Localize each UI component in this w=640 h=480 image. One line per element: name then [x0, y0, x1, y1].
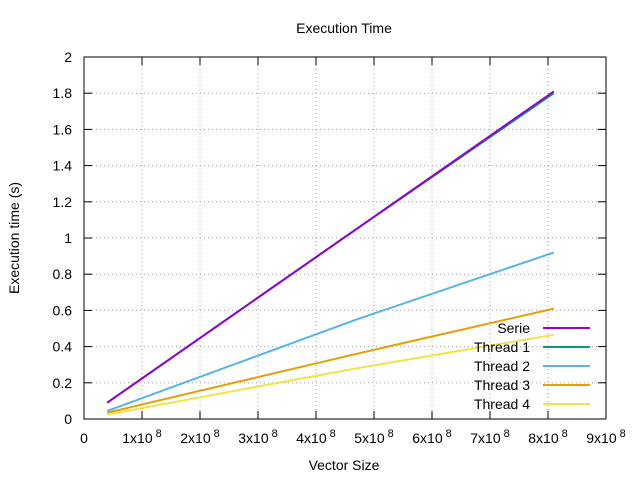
series-line-thread-2	[106, 251, 555, 412]
legend-label: Thread 3	[474, 377, 530, 393]
y-tick-label: 2	[64, 49, 72, 65]
series-line-thread-4	[107, 333, 554, 416]
chart-title: Execution Time	[296, 20, 392, 36]
legend-label: Thread 2	[474, 358, 530, 374]
y-tick-label: 0.8	[53, 266, 73, 282]
y-tick-label: 0	[64, 411, 72, 427]
x-tick-label: 9x10 8	[586, 428, 625, 446]
legend-label: Thread 1	[474, 339, 530, 355]
y-tick-label: 1.4	[53, 158, 73, 174]
y-tick-label: 0.4	[53, 339, 73, 355]
x-tick-label: 4x10 8	[296, 428, 335, 446]
x-tick-label: 2x10 8	[180, 428, 219, 446]
x-tick-label: 3x10 8	[238, 428, 277, 446]
y-tick-label: 0.2	[53, 375, 73, 391]
series-line-thread-3	[106, 307, 555, 414]
legend: Serie Thread 1 Thread 2 Thread 3 Thread 4	[474, 320, 590, 412]
plot-frame	[83, 56, 607, 420]
legend-label: Serie	[497, 320, 530, 336]
x-tick-label: 7x10 8	[470, 428, 509, 446]
x-tick-label: 8x10 8	[528, 428, 567, 446]
x-axis-label: Vector Size	[309, 457, 380, 473]
y-axis-label: Execution time (s)	[6, 182, 22, 294]
y-tick-label: 0.6	[53, 302, 73, 318]
series-lines	[106, 90, 555, 416]
series-line-serie	[106, 90, 555, 404]
y-tick-label: 1.8	[53, 85, 73, 101]
axis-ticks: 0 0.2 0.4 0.6 0.8 1 1.2 1.4 1.6 1.8 2 0 1x10 8 2x10 8 3x…	[53, 49, 626, 446]
x-tick-label: 5x10 8	[354, 428, 393, 446]
grid	[84, 57, 606, 419]
legend-label: Thread 4	[474, 396, 530, 412]
y-tick-label: 1	[64, 230, 72, 246]
x-tick-label: 0	[80, 430, 88, 446]
y-tick-label: 1.2	[53, 194, 73, 210]
y-tick-label: 1.6	[53, 121, 73, 137]
x-tick-label: 6x10 8	[412, 428, 451, 446]
x-tick-label: 1x10 8	[122, 428, 161, 446]
